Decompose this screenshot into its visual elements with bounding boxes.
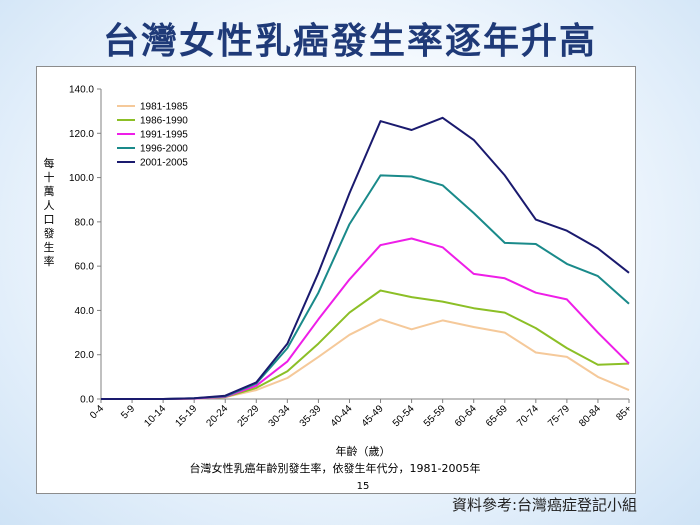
y-tick-label: 0.0	[80, 395, 94, 406]
legend-label: 1986-1990	[140, 116, 188, 127]
y-axis: 0.0 20.0 40.0 60.0 80.0 100.0 120.0 140.0	[69, 85, 102, 406]
legend-label: 1991-1995	[140, 130, 188, 141]
series-lines	[101, 116, 630, 400]
y-tick-label: 80.0	[75, 217, 95, 228]
y-tick-label: 120.0	[69, 129, 94, 140]
x-tick-label: 80-84	[577, 403, 603, 429]
y-tick-label: 20.0	[75, 350, 95, 361]
x-tick-label: 30-34	[267, 403, 293, 429]
y-tick-label: 100.0	[69, 173, 94, 184]
x-tick-label: 55-59	[422, 403, 448, 429]
y-axis-title-char: 每	[44, 156, 55, 170]
legend-label: 1996-2000	[140, 144, 188, 155]
x-tick-label: 50-54	[391, 403, 417, 429]
y-axis-title-char: 率	[44, 254, 55, 268]
y-axis-title-char: 口	[44, 213, 55, 226]
x-tick-label: 20-24	[204, 403, 230, 429]
legend-label: 1981-1985	[140, 102, 188, 113]
series-line-1981-1985	[101, 318, 630, 400]
x-tick-label: 45-49	[360, 403, 386, 429]
page-number: 15	[357, 481, 370, 492]
y-axis-title-char: 人	[44, 199, 55, 212]
x-tick-label: 5-9	[119, 403, 137, 421]
x-tick-label: 0-4	[88, 403, 106, 421]
y-tick-label: 140.0	[69, 85, 94, 96]
y-axis-title-char: 發	[44, 226, 55, 240]
x-tick-label: 15-19	[173, 403, 199, 429]
y-tick-label: 60.0	[75, 262, 95, 273]
line-chart: 0.0 20.0 40.0 60.0 80.0 100.0 120.0 140.0 0-4 5-…	[44, 85, 635, 493]
x-tick-label: 75-79	[546, 403, 572, 429]
y-axis-title-char: 十	[44, 170, 55, 184]
x-tick-label: 60-64	[453, 403, 479, 429]
x-tick-label: 10-14	[142, 403, 168, 429]
series-line-2001-2005	[101, 116, 630, 400]
legend: 1981-1985 1986-1990 1991-1995 1996-2000 2001…	[111, 97, 223, 169]
y-axis-title-char: 生	[44, 240, 55, 254]
x-axis-title: 年齡（歲）	[336, 444, 391, 458]
x-tick-label: 65-69	[484, 403, 510, 429]
x-tick-label: 70-74	[515, 403, 541, 429]
series-line-1996-2000	[101, 174, 630, 400]
chart-caption: 台灣女性乳癌年齡別發生率，依發生年代分，1981-2005年	[190, 461, 481, 475]
chart-card: 0.0 20.0 40.0 60.0 80.0 100.0 120.0 140.0 0-4 5-…	[36, 66, 636, 494]
x-tick-label: 25-29	[236, 403, 262, 429]
legend-label: 2001-2005	[140, 158, 188, 169]
series-line-1986-1990	[101, 289, 630, 400]
y-tick-label: 40.0	[75, 306, 95, 317]
x-tick-label: 35-39	[298, 403, 324, 429]
x-tick-label: 85+	[614, 403, 634, 423]
x-tick-label: 40-44	[329, 403, 355, 429]
series-line-1991-1995	[101, 237, 630, 400]
source-note: 資料參考:台灣癌症登記小組	[452, 496, 638, 514]
slide-title: 台灣女性乳癌發生率逐年升高	[102, 21, 597, 62]
x-axis: 0-4 5-9 10-14 15-19 20-24 25-29 30-34 35-39 40-4…	[88, 398, 634, 429]
y-axis-title-char: 萬	[44, 185, 55, 198]
